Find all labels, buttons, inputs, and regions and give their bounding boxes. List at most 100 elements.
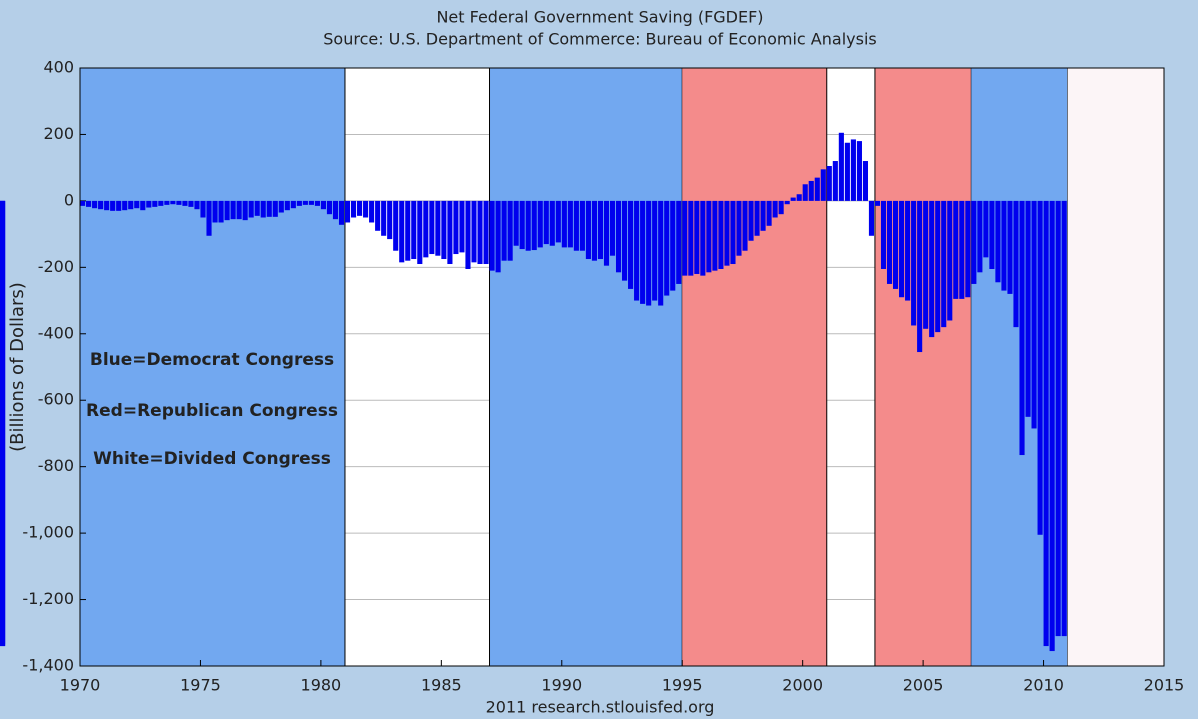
band (80, 68, 345, 666)
bar (609, 200, 616, 256)
bar (188, 200, 194, 207)
bar (260, 200, 266, 218)
bar (332, 200, 339, 220)
x-tick-label: 1975 (180, 676, 221, 695)
x-tick-label: 1980 (301, 676, 342, 695)
bar (1061, 200, 1067, 637)
bar (597, 200, 604, 260)
bar (880, 200, 887, 269)
bar (676, 200, 682, 284)
bar (971, 200, 977, 284)
bar (248, 200, 254, 218)
bar (802, 184, 808, 201)
bar (369, 200, 375, 223)
bar (441, 200, 447, 260)
annotation: Red=Republican Congress (86, 401, 338, 421)
bar (513, 200, 519, 246)
bar (537, 200, 543, 248)
bar (363, 200, 369, 218)
x-tick-label: 1990 (541, 676, 582, 695)
bar (730, 200, 736, 265)
bar (531, 200, 537, 251)
bar (230, 200, 236, 220)
bar (826, 166, 832, 201)
bar (917, 200, 923, 353)
chart-title: Net Federal Government Saving (FGDEF) (436, 8, 763, 27)
bar (489, 200, 495, 271)
bar (351, 200, 357, 218)
y-tick-label: 200 (43, 124, 74, 143)
bar (549, 200, 555, 246)
bar (176, 200, 182, 205)
bar (465, 200, 471, 269)
bar (290, 200, 296, 209)
bar (628, 200, 634, 289)
bar (194, 200, 200, 210)
bar (995, 200, 1001, 283)
bar (242, 200, 248, 221)
bar (1055, 200, 1061, 637)
bar (212, 200, 218, 223)
bar (640, 200, 646, 304)
bar (844, 142, 850, 201)
bar (200, 200, 206, 218)
bar (447, 200, 453, 265)
bar (320, 200, 327, 210)
bar (405, 200, 411, 261)
chart-subtitle: Source: U.S. Department of Commerce: Bur… (323, 30, 876, 49)
bar (495, 200, 501, 273)
bar (886, 200, 893, 284)
bar (1049, 200, 1055, 652)
bar (104, 200, 110, 211)
bar (1031, 200, 1037, 429)
bar (218, 200, 224, 223)
bar (471, 200, 477, 263)
bar (507, 200, 513, 261)
x-tick-label: 1985 (421, 676, 462, 695)
bar (375, 200, 381, 231)
bar (266, 200, 272, 217)
bar (724, 200, 730, 266)
bar (344, 200, 351, 223)
bar (688, 200, 694, 276)
bar (116, 200, 122, 211)
bar (905, 200, 911, 301)
bar (561, 200, 567, 248)
bar (254, 200, 260, 216)
bar (838, 132, 844, 201)
bar (122, 200, 128, 211)
annotation: White=Divided Congress (93, 449, 331, 469)
bar (820, 169, 826, 201)
bar (483, 200, 489, 265)
bar (411, 200, 417, 260)
bar (929, 200, 935, 338)
bar (652, 200, 658, 301)
bar (296, 200, 302, 206)
bar (899, 200, 905, 298)
bar (429, 200, 435, 255)
bar (435, 200, 441, 256)
bar (477, 200, 483, 265)
bar (874, 200, 881, 206)
bar (417, 200, 423, 265)
bar (399, 200, 405, 263)
bar (98, 200, 104, 210)
bar (615, 200, 622, 273)
x-tick-label: 2000 (782, 676, 823, 695)
bar (959, 200, 965, 299)
bar (1001, 200, 1007, 291)
bar (862, 161, 869, 201)
bar (272, 200, 278, 217)
bar (814, 177, 820, 201)
bar (459, 200, 465, 253)
bar (453, 200, 459, 255)
bar (682, 200, 688, 276)
y-tick-label: -1,400 (22, 656, 74, 675)
bar (92, 200, 98, 209)
bar (893, 200, 899, 289)
bar (1025, 200, 1031, 417)
y-tick-label: -800 (38, 456, 74, 475)
bar (694, 200, 700, 274)
bar (314, 200, 320, 206)
bar (983, 200, 989, 258)
